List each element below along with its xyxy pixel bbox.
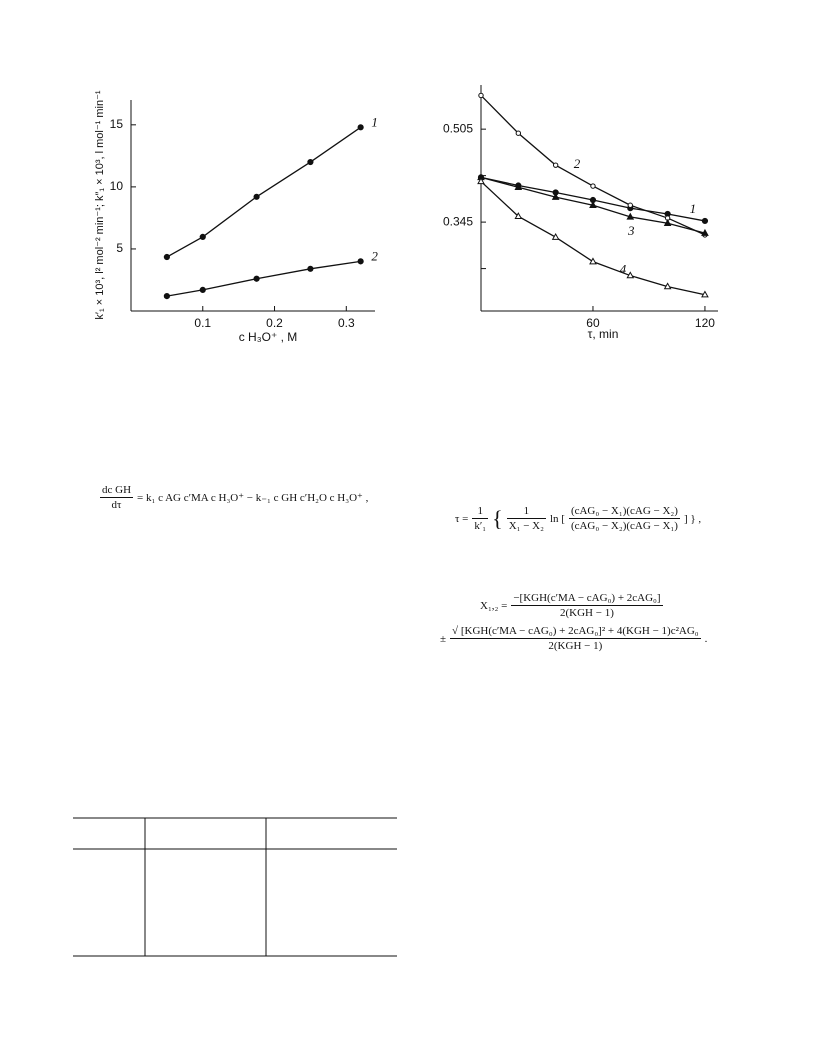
brace: {: [492, 505, 503, 531]
fraction: 1 X₁ − X₂: [506, 505, 546, 532]
x-tick-label: 0.3: [338, 316, 355, 330]
fraction: 1 k′₁: [472, 505, 489, 532]
fraction: √ [KGH(c′MA − cAG₀) + 2cAG₀]² + 4(KGH − …: [450, 625, 701, 652]
data-point: [307, 265, 314, 272]
data-point: [199, 233, 206, 241]
x-tick-label: 120: [695, 316, 715, 330]
data-point: [515, 130, 522, 136]
closing: ] } ,: [683, 512, 702, 525]
denominator: 2(KGH − 1): [560, 607, 614, 619]
y-axis-title: k′₁ × 10³, l² mol⁻² min⁻¹; k″₁ × 10³, l …: [94, 90, 106, 319]
numerator: 1: [506, 505, 546, 519]
data-point: [253, 275, 260, 282]
numerator: dc GH: [100, 484, 134, 498]
numerator: −[KGH(c′MA − cAG₀) + 2cAG₀]: [511, 592, 663, 606]
data-point: [701, 217, 709, 225]
data-point: [551, 192, 560, 200]
series-label: 1: [690, 201, 697, 216]
equation: dc GH dτ = k₁ c AG c′MA c H₃O⁺ − k₋₁ c GH…: [100, 484, 368, 511]
data-point: [663, 219, 672, 226]
data-point: [478, 92, 484, 99]
data-point: [357, 124, 364, 131]
numerator: 1: [472, 505, 489, 519]
equation-rhs: = k₁ c AG c′MA c H₃O⁺ − k₋₁ c GH c′H₂O c…: [137, 492, 369, 504]
data-point: [477, 177, 485, 185]
equation-lhs: X₁,₂ =: [480, 599, 508, 612]
y-tick-label: 15: [110, 117, 124, 131]
x-tick-label: 0.1: [194, 316, 211, 330]
equation: X₁,₂ = −[KGH(c′MA − cAG₀) + 2cAG₀] 2(KGH …: [440, 592, 707, 652]
series-line: [166, 260, 361, 297]
equation-line: X₁,₂ = −[KGH(c′MA − cAG₀) + 2cAG₀] 2(KGH …: [480, 592, 663, 619]
data-point: [626, 271, 635, 279]
plus-minus: ±: [440, 632, 447, 645]
data-point: [626, 212, 635, 220]
fraction: −[KGH(c′MA − cAG₀) + 2cAG₀] 2(KGH − 1): [511, 592, 663, 619]
data-point: [163, 253, 170, 261]
data-point: [307, 158, 314, 166]
data-point: [589, 201, 597, 208]
data-point: [663, 282, 672, 290]
data-point: [551, 232, 560, 240]
series-line: [166, 126, 362, 258]
y-tick-label: 5: [116, 241, 123, 255]
denominator: (cAG₀ − X₂)(cAG − X₁): [570, 520, 678, 532]
data-point: [199, 286, 206, 293]
fraction: dc GH dτ: [100, 484, 134, 511]
numerator: (cAG₀ − X₁)(cAG − X₂): [568, 505, 680, 519]
equation-lhs: τ =: [455, 512, 469, 525]
data-point: [514, 212, 523, 220]
fraction: (cAG₀ − X₁)(cAG − X₂) (cAG₀ − X₂)(cAG − X…: [568, 505, 680, 532]
series-line: [480, 95, 706, 236]
numerator: √ [KGH(c′MA − cAG₀) + 2cAG₀]² + 4(KGH − …: [450, 625, 701, 639]
y-tick-label: 0.345: [443, 214, 473, 228]
data-point: [701, 290, 709, 298]
series-label: 1: [371, 114, 378, 129]
series-label: 4: [620, 262, 627, 277]
data-point: [357, 258, 364, 265]
data-point: [627, 202, 633, 208]
x-axis-title: c H₃O⁺ , M: [239, 330, 298, 344]
data-point: [590, 183, 596, 189]
series-label: 2: [371, 248, 378, 263]
series-label: 3: [627, 223, 635, 238]
denominator: 2(KGH − 1): [548, 640, 603, 652]
log: ln [: [549, 512, 565, 525]
empty-table: [73, 817, 397, 957]
period: .: [704, 632, 708, 645]
equation: τ = 1 k′₁ { 1 X₁ − X₂ ln [ (cAG₀ − X₁)(cAG…: [455, 505, 701, 532]
y-tick-label: 0.505: [443, 121, 473, 135]
x-tick-label: 0.2: [266, 316, 283, 330]
denominator: X₁ − X₂: [508, 520, 544, 532]
data-point: [253, 193, 260, 200]
denominator: k′₁: [474, 520, 487, 532]
data-point: [552, 162, 559, 168]
y-tick-label: 10: [110, 179, 124, 193]
x-tick-label: 60: [586, 316, 600, 330]
data-point: [514, 183, 523, 190]
data-point: [163, 293, 170, 300]
x-axis-title: τ, min: [588, 327, 619, 341]
denominator: dτ: [111, 499, 122, 511]
data-point: [589, 257, 597, 265]
equation-line: ± √ [KGH(c′MA − cAG₀) + 2cAG₀]² + 4(KGH …: [440, 625, 707, 652]
data-point: [701, 228, 709, 236]
series-label: 2: [574, 156, 581, 171]
